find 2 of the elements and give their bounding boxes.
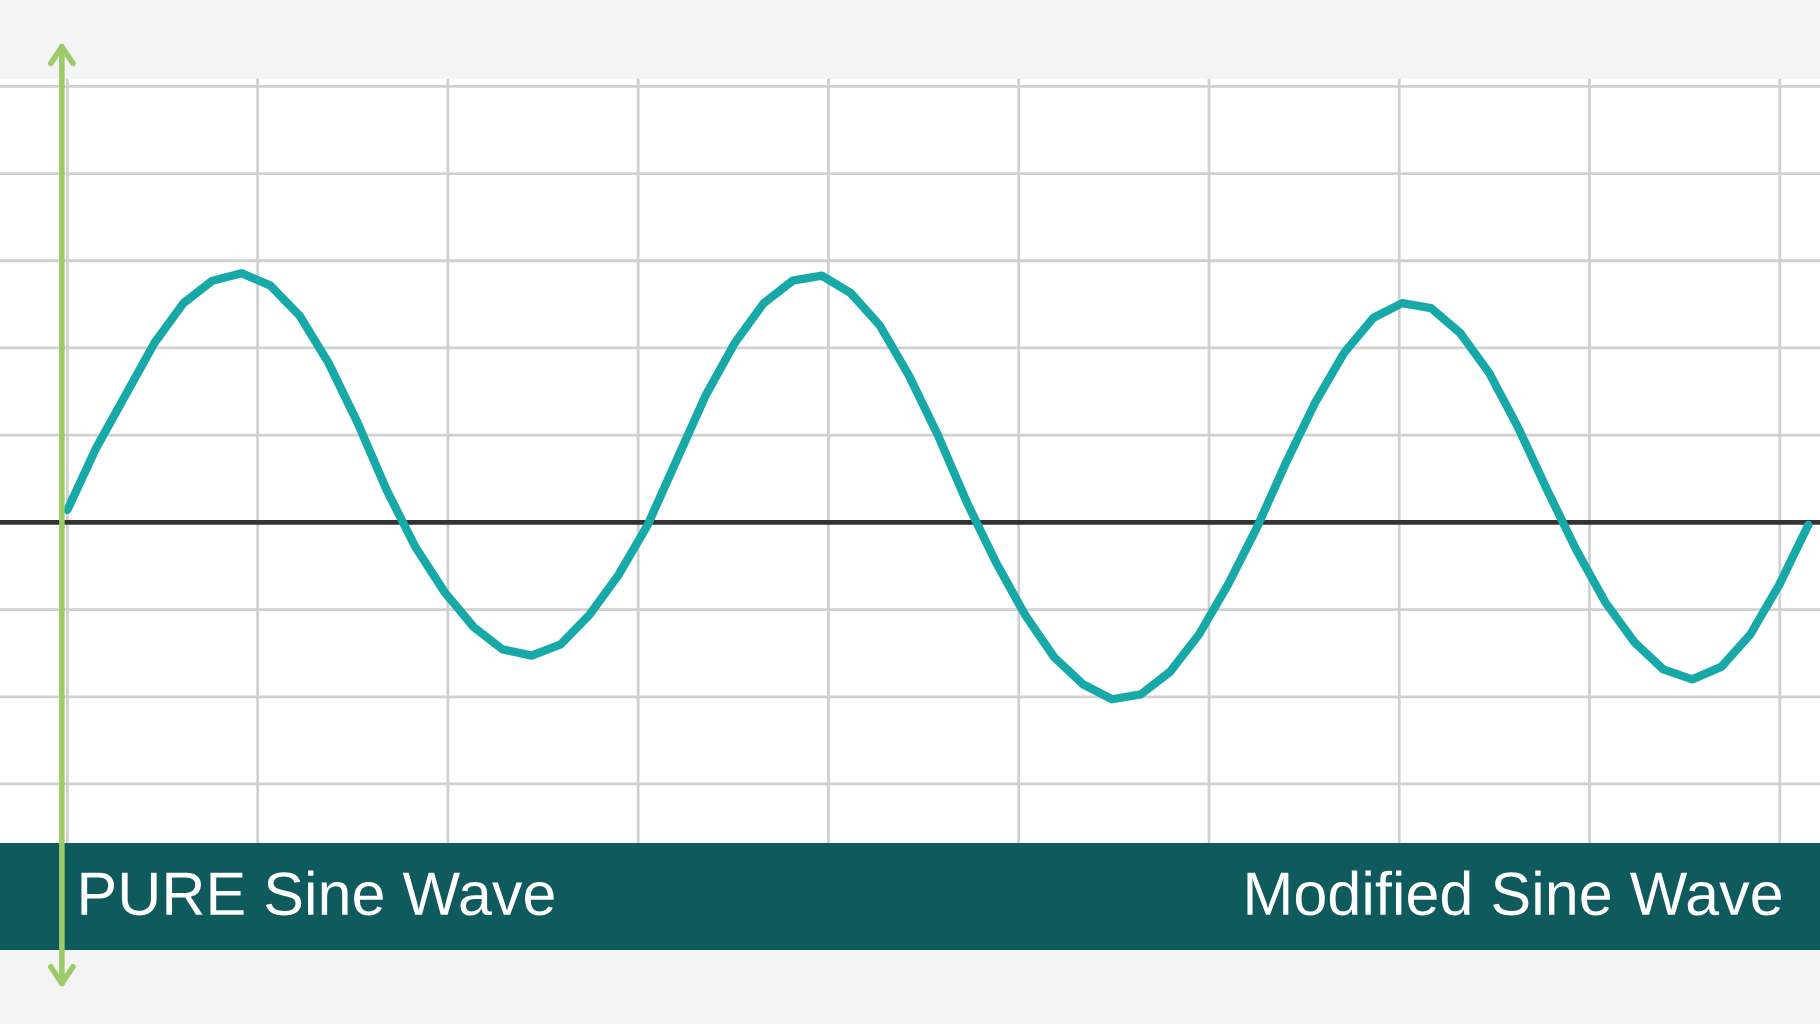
text: Modified Sine Wave xyxy=(1247,870,1781,916)
text: PURE Sine Wave xyxy=(81,870,554,916)
